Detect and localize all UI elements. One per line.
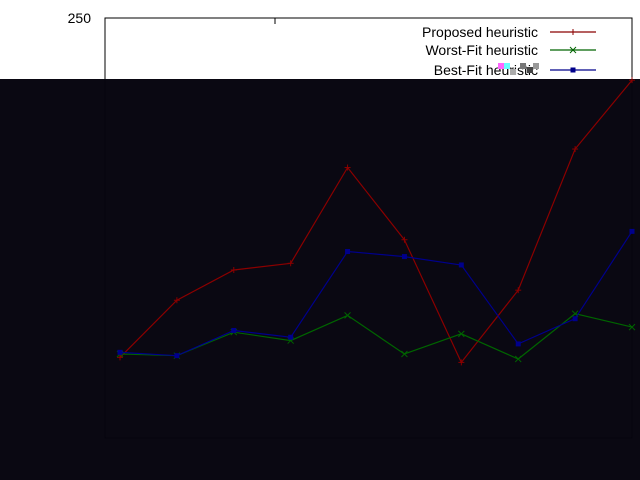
data-point-overlay xyxy=(344,164,351,171)
legend-label: Proposed heuristic xyxy=(422,24,538,40)
data-point-overlay xyxy=(401,254,407,260)
series-line-overlay xyxy=(119,231,633,357)
data-point-overlay xyxy=(628,323,636,331)
data-point-overlay xyxy=(345,249,351,255)
corrupted-legend-glyph xyxy=(498,63,539,75)
data-point-overlay xyxy=(629,77,635,84)
data-point-overlay xyxy=(401,350,408,358)
data-point-overlay xyxy=(515,341,521,347)
data-point-overlay xyxy=(515,287,522,294)
data-point-overlay xyxy=(457,330,465,338)
data-point-overlay xyxy=(287,260,294,267)
legend-label: Worst-Fit heuristic xyxy=(425,42,538,58)
data-point-overlay xyxy=(288,334,294,340)
legend-marker xyxy=(569,46,577,54)
data-point-overlay xyxy=(401,236,408,243)
overlay-series-layer xyxy=(116,77,636,366)
data-point-overlay xyxy=(117,349,123,355)
y-tick-label: 250 xyxy=(68,10,92,26)
data-point-overlay xyxy=(174,353,180,359)
data-point-overlay xyxy=(173,297,180,304)
series-1-overlay xyxy=(117,77,635,366)
data-point-overlay xyxy=(231,327,237,333)
data-point-overlay xyxy=(514,355,522,363)
data-point-overlay xyxy=(117,354,123,361)
legend-marker xyxy=(570,29,576,35)
data-point-overlay xyxy=(344,312,351,319)
data-point-overlay xyxy=(629,228,635,234)
data-point-overlay xyxy=(458,359,465,366)
series-line-overlay xyxy=(119,79,633,364)
series-3-overlay xyxy=(117,228,635,359)
data-point-overlay xyxy=(230,267,237,273)
data-point-overlay xyxy=(458,262,464,268)
data-point-overlay xyxy=(572,146,579,153)
data-point-overlay xyxy=(572,316,578,322)
series-line-overlay xyxy=(119,313,633,360)
dark-overlay xyxy=(0,79,640,480)
legend-marker xyxy=(570,67,576,73)
